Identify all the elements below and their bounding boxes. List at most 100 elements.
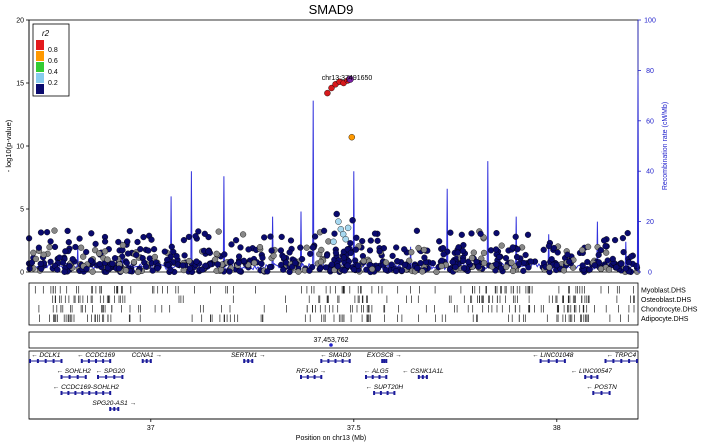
- snp-point: [579, 247, 586, 254]
- snp-point: [287, 237, 295, 244]
- snp-point: [548, 256, 555, 263]
- gene-exon: [52, 359, 55, 363]
- dhs-track-labels: Myoblast.DHS Osteoblast.DHS Chondrocyte.DH…: [641, 288, 698, 324]
- snp-point: [37, 229, 45, 236]
- gene-exon: [417, 375, 420, 379]
- snp-point: [419, 268, 426, 275]
- left-tick-label: 5: [20, 207, 24, 214]
- snp-point: [366, 247, 374, 254]
- snp-point: [625, 259, 632, 266]
- gene-exon: [590, 375, 593, 379]
- snp-point: [145, 247, 152, 254]
- snp-point: [421, 246, 428, 254]
- gene-exon: [341, 359, 344, 363]
- snp-point: [436, 238, 443, 245]
- snp-point: [393, 268, 400, 275]
- snp-point: [65, 239, 72, 246]
- snp-point: [605, 266, 613, 273]
- snp-point: [237, 244, 244, 251]
- snp-point: [597, 265, 605, 273]
- snp-point: [180, 237, 188, 244]
- top-snp-point: [348, 133, 355, 141]
- gene-exon: [379, 391, 382, 395]
- snp-point: [151, 246, 158, 253]
- snp-point: [515, 260, 523, 268]
- snp-point: [498, 242, 505, 249]
- gene-exon: [385, 359, 388, 363]
- top-snp-layer: [324, 75, 356, 246]
- snp-point: [186, 265, 194, 272]
- gene-exon: [102, 359, 105, 363]
- legend-swatch: [36, 62, 44, 72]
- gene-exon: [555, 359, 558, 363]
- x-tick-label: 37.5: [347, 425, 361, 432]
- snp-point: [72, 243, 79, 251]
- gene-exon: [334, 359, 337, 363]
- r2-legend: r2 0.8 0.6 0.4 0.2: [32, 23, 70, 97]
- top-snp-point: [340, 230, 347, 238]
- gene-exon: [113, 407, 116, 411]
- snp-point: [146, 255, 153, 262]
- gene-exon: [102, 391, 105, 395]
- position-panel-frame: [28, 331, 639, 349]
- snp-point: [367, 237, 374, 244]
- gene-exon: [60, 375, 63, 379]
- gene-exon: [584, 375, 587, 379]
- gene-label: ← POSTN: [586, 384, 617, 391]
- snp-point: [502, 255, 510, 262]
- snp-point: [205, 248, 212, 255]
- gene-label: ← CSNK1A1L: [402, 368, 444, 375]
- gene-exon: [105, 375, 108, 379]
- snp-point: [401, 246, 408, 253]
- gene-label: ← SUPT20H: [365, 384, 403, 391]
- snp-point: [609, 255, 616, 263]
- gene-label: ← SOHLH2: [56, 368, 91, 375]
- snp-point: [321, 227, 328, 234]
- gene-exon: [628, 359, 631, 363]
- gene-exon: [612, 359, 615, 363]
- snp-point: [508, 259, 515, 266]
- snp-point: [54, 266, 61, 273]
- top-snp-point: [328, 84, 335, 92]
- snp-point: [213, 250, 220, 257]
- gene-exon: [145, 359, 148, 363]
- position-marker-label: 37,453,762: [313, 337, 348, 344]
- snp-point: [546, 264, 553, 271]
- snp-point: [513, 253, 521, 261]
- gene-label: ← TRPC4: [606, 352, 636, 359]
- gene-label: ← ALG5: [364, 368, 389, 375]
- gene-exon: [383, 359, 386, 363]
- snp-point: [468, 254, 476, 262]
- snp-point: [96, 260, 103, 268]
- snp-point: [522, 251, 529, 259]
- top-snp-point: [344, 224, 352, 232]
- gene-exon: [348, 359, 351, 363]
- snp-point: [245, 246, 252, 253]
- snp-point: [64, 227, 71, 235]
- top-snp-point: [333, 210, 340, 218]
- snp-point: [292, 259, 299, 266]
- gene-exon: [306, 375, 309, 379]
- snp-point: [95, 250, 103, 257]
- snp-point: [286, 249, 293, 256]
- gene-exon: [97, 375, 99, 379]
- snp-point: [56, 254, 63, 261]
- snp-point: [389, 252, 396, 260]
- snp-point: [359, 238, 366, 245]
- snp-point: [267, 233, 274, 240]
- snp-point: [421, 254, 428, 261]
- snp-point: [43, 229, 51, 236]
- snp-point: [341, 267, 348, 274]
- snp-point: [622, 265, 629, 272]
- dhs-tracks: [34, 286, 635, 322]
- gene-exon: [95, 359, 97, 363]
- gene-exon: [109, 391, 112, 395]
- gene-exon: [371, 375, 374, 379]
- snp-point: [408, 249, 415, 256]
- snp-point: [374, 265, 382, 272]
- snp-point: [62, 248, 69, 255]
- snp-point: [124, 250, 132, 257]
- gene-exon: [547, 359, 550, 363]
- x-tick-label: 38: [553, 425, 561, 432]
- snp-point: [487, 247, 495, 254]
